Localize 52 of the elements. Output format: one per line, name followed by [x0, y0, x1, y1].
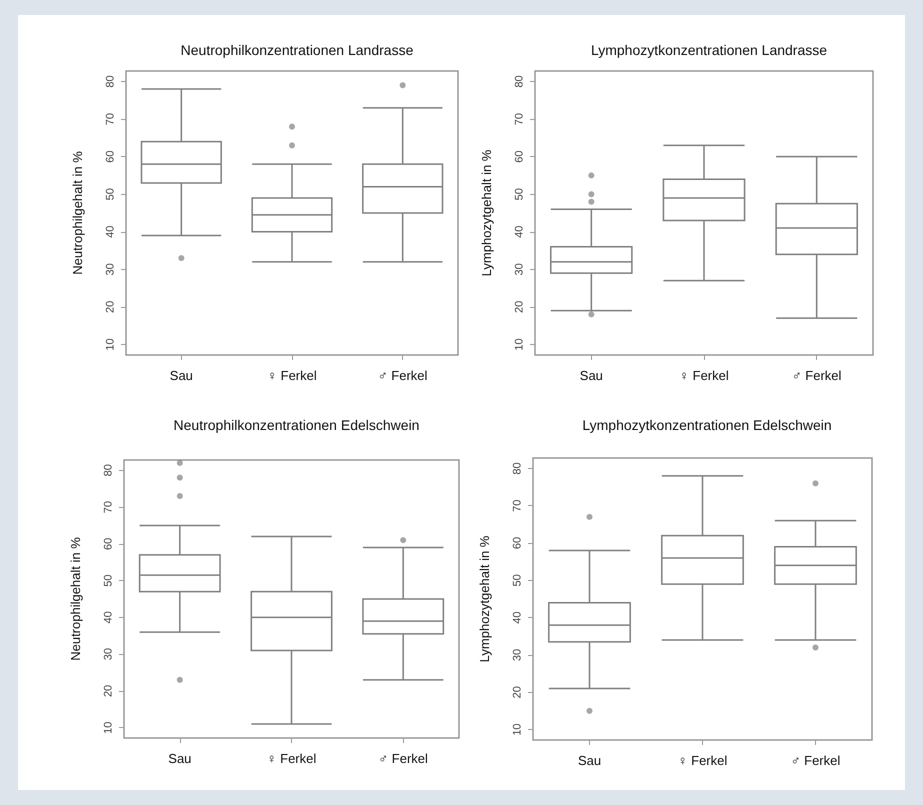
chart-title: Lymphozytkonzentrationen Edelschwein — [582, 417, 832, 433]
x-tick-label: Sau — [578, 753, 602, 768]
x-tick-label: Sau — [168, 751, 192, 766]
y-axis-title: Lymphozytgehalt in % — [479, 149, 494, 276]
x-tick-label: ♂ Ferkel — [378, 368, 428, 383]
chart-title: Lymphozytkonzentrationen Landrasse — [590, 42, 828, 58]
y-tick-label: 20 — [514, 300, 526, 314]
y-tick-label: 30 — [512, 648, 524, 662]
y-tick-label: 20 — [512, 686, 524, 698]
x-tick-label: ♂ Ferkel — [790, 753, 840, 768]
x-tick-label: ♀ Ferkel — [678, 753, 728, 768]
y-tick-label: 20 — [104, 300, 116, 314]
y-tick-label: 80 — [514, 75, 526, 88]
y-tick-label: 60 — [512, 536, 524, 550]
y-tick-label: 40 — [104, 226, 116, 238]
y-tick-label: 70 — [102, 500, 114, 514]
y-tick-label: 40 — [102, 611, 114, 624]
chart-title: Neutrophilkonzentrationen Landrasse — [180, 42, 414, 58]
x-tick-label: Sau — [580, 368, 603, 383]
y-tick-label: 10 — [512, 723, 524, 736]
y-tick-label: 60 — [514, 150, 526, 163]
y-axis-title: Neutrophilgehalt in % — [68, 536, 83, 661]
y-tick-label: 30 — [104, 263, 116, 276]
y-tick-label: 10 — [104, 338, 116, 351]
y-tick-label: 10 — [514, 338, 526, 351]
y-tick-label: 10 — [102, 722, 114, 734]
x-tick-label: ♀ Ferkel — [679, 368, 729, 383]
y-tick-label: 80 — [102, 464, 114, 476]
x-tick-label: ♀ Ferkel — [266, 751, 316, 766]
y-tick-label: 50 — [104, 188, 116, 200]
y-tick-label: 30 — [102, 648, 114, 660]
x-tick-label: ♀ Ferkel — [267, 368, 317, 383]
y-tick-label: 40 — [512, 612, 524, 624]
y-tick-label: 50 — [514, 188, 526, 200]
y-tick-label: 70 — [514, 112, 526, 126]
y-tick-label: 80 — [512, 462, 524, 475]
x-tick-label: ♂ Ferkel — [792, 368, 842, 383]
y-tick-label: 50 — [512, 574, 524, 586]
y-tick-label: 40 — [514, 226, 526, 238]
x-tick-label: Sau — [170, 368, 193, 383]
y-tick-label: 70 — [512, 500, 524, 512]
y-axis-title: Lymphozytgehalt in % — [477, 535, 492, 662]
y-tick-label: 60 — [102, 538, 114, 550]
y-tick-label: 60 — [104, 150, 116, 163]
y-tick-label: 30 — [514, 263, 526, 276]
chart-title: Neutrophilkonzentrationen Edelschwein — [174, 417, 420, 433]
x-tick-label: ♂ Ferkel — [378, 751, 428, 766]
y-axis-title: Neutrophilgehalt in % — [70, 150, 85, 275]
y-tick-label: 50 — [102, 574, 114, 587]
y-tick-label: 80 — [104, 75, 116, 88]
y-tick-label: 20 — [102, 684, 114, 698]
y-tick-label: 70 — [104, 112, 116, 126]
